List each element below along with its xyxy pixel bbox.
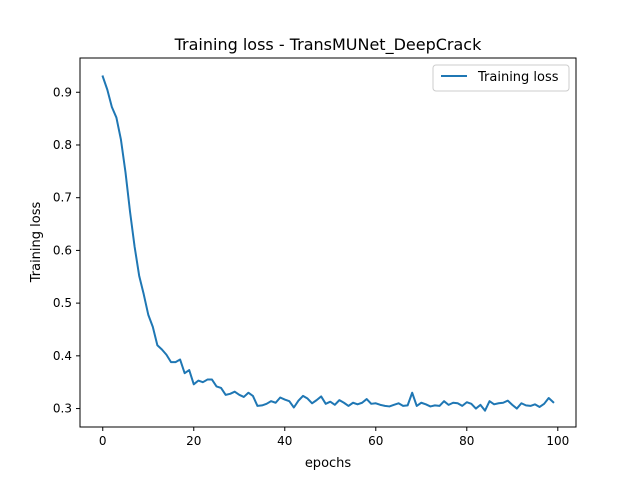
chart-title: Training loss - TransMUNet_DeepCrack xyxy=(174,35,482,55)
y-axis-label: Training loss xyxy=(29,202,44,284)
x-tick-label: 0 xyxy=(99,434,107,448)
x-axis-label: epochs xyxy=(305,456,352,471)
legend-box xyxy=(432,64,570,92)
x-tick-label: 40 xyxy=(277,434,292,448)
x-tick-label: 60 xyxy=(368,434,383,448)
axes-frame xyxy=(79,57,577,428)
y-tick-label: 0.7 xyxy=(53,191,72,205)
x-tick-label: 20 xyxy=(186,434,201,448)
axis-ticks: 0 20 40 60 80 100 0.3 0.4 0.5 0.6 0.7 0.8 0.9 xyxy=(53,85,569,448)
plot-area xyxy=(101,75,555,412)
y-tick-label: 0.3 xyxy=(53,402,72,416)
y-tick-label: 0.9 xyxy=(53,85,72,99)
y-tick-label: 0.6 xyxy=(53,243,72,257)
legend-label: Training loss xyxy=(477,70,559,85)
legend: Training loss xyxy=(432,64,570,92)
y-tick-label: 0.8 xyxy=(53,138,72,152)
y-tick-label: 0.4 xyxy=(53,349,72,363)
series-line-0 xyxy=(101,75,555,412)
x-tick-label: 100 xyxy=(546,434,569,448)
y-tick-label: 0.5 xyxy=(53,296,72,310)
x-tick-label: 80 xyxy=(459,434,474,448)
